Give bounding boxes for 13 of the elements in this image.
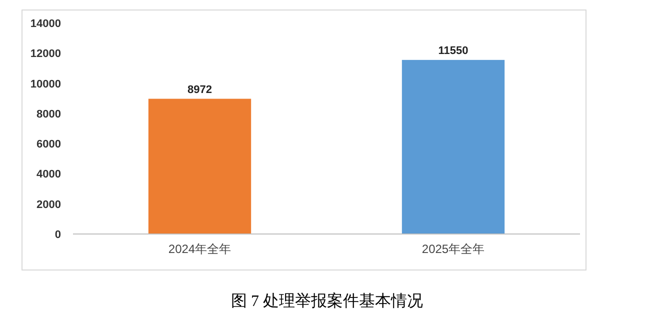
y-tick-label: 8000 xyxy=(36,108,61,120)
y-tick-label: 10000 xyxy=(30,78,61,90)
y-tick-label: 0 xyxy=(54,229,61,241)
y-tick-label: 2000 xyxy=(36,198,61,211)
x-tick-label: 2025年全年 xyxy=(422,242,485,256)
data-label: 8972 xyxy=(188,84,212,96)
text: 图 7 处理举报案件基本情况 xyxy=(231,292,423,310)
y-tick-label: 4000 xyxy=(36,168,61,181)
y-tick-label: 6000 xyxy=(36,138,61,151)
x-tick-label: 2024年全年 xyxy=(168,242,232,256)
y-tick-label: 12000 xyxy=(30,48,61,60)
data-label: 11550 xyxy=(438,44,468,57)
y-tick-label: 14000 xyxy=(30,18,61,30)
